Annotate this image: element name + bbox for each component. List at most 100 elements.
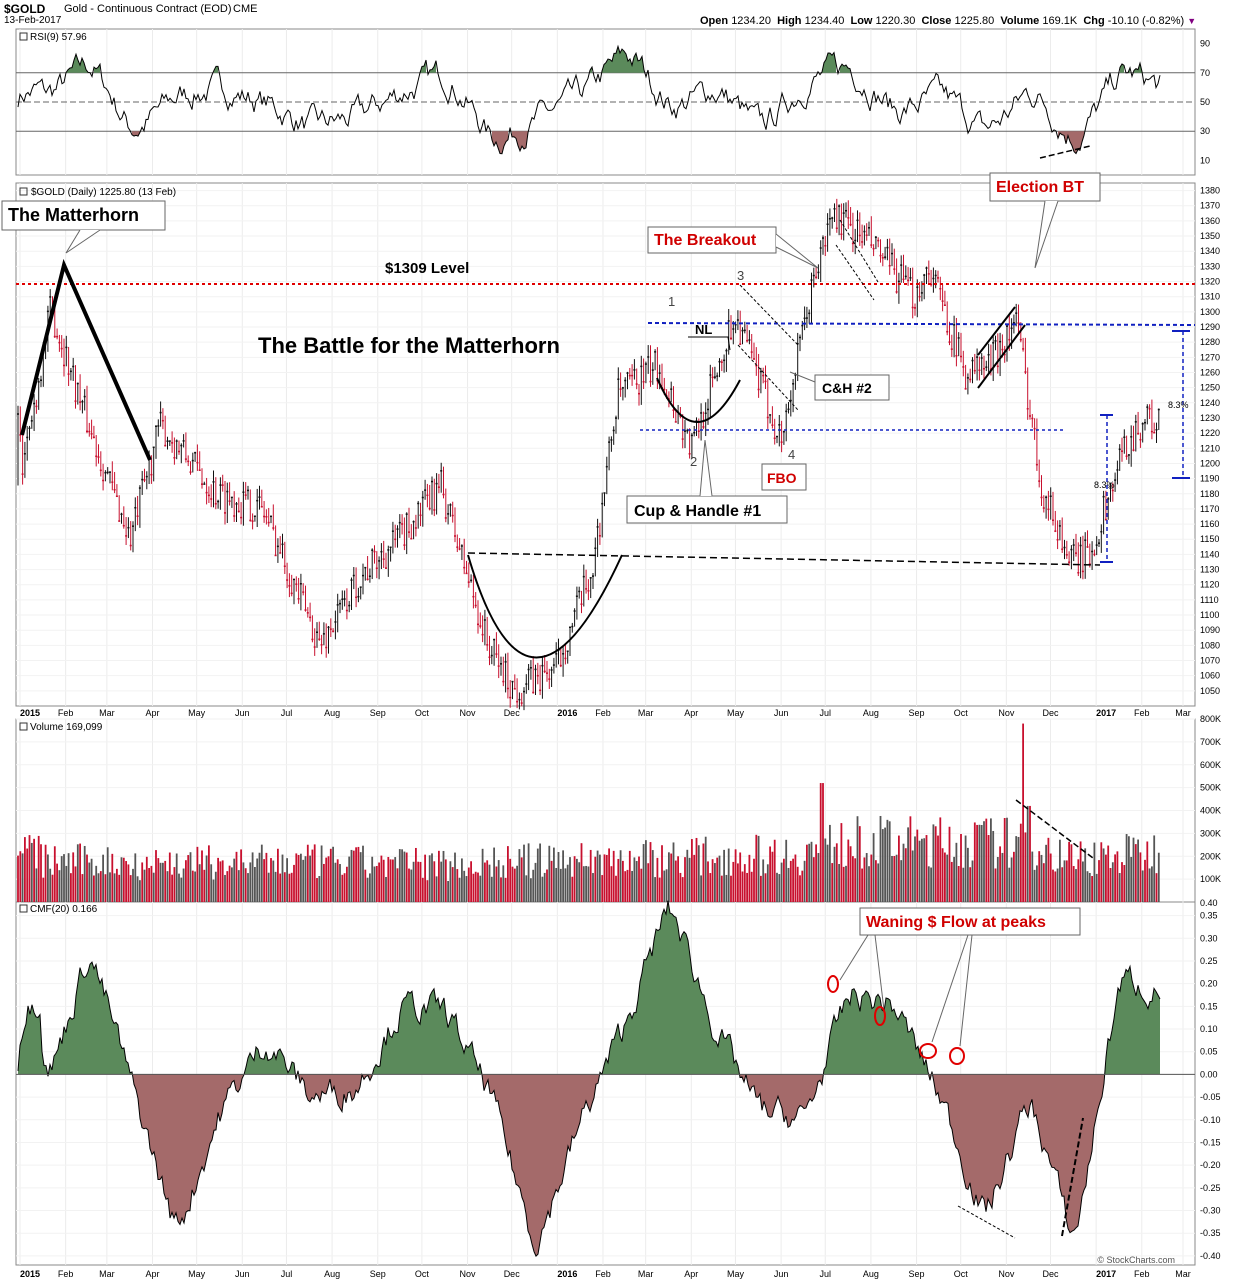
volume-bar: [456, 869, 459, 902]
volume-bar: [387, 856, 390, 902]
rsi-oversold-fill: [1080, 131, 1082, 151]
volume-bar: [557, 852, 560, 902]
cmf-area-segment: [642, 959, 644, 1075]
cmf-area-segment: [430, 991, 432, 1075]
cmf-area-segment: [278, 1049, 280, 1075]
volume-bar: [934, 826, 937, 902]
cmf-area-segment: [554, 1074, 556, 1196]
volume-bar: [670, 853, 673, 902]
volume-bar: [490, 876, 493, 902]
wedge-top: [977, 306, 1016, 356]
rsi-overbought-fill: [1122, 63, 1124, 73]
cmf-area-segment: [84, 976, 86, 1075]
volume-bar: [178, 873, 180, 902]
volume-bar: [911, 850, 914, 902]
volume-bar: [794, 854, 797, 902]
volume-bar: [893, 855, 896, 902]
volume-bar: [194, 871, 196, 902]
rsi-overbought-fill: [70, 67, 72, 73]
volume-bar: [684, 857, 686, 902]
cmf-area-segment: [854, 988, 856, 1075]
cmf-area-segment: [734, 1060, 736, 1075]
volume-bar: [925, 835, 928, 902]
cmf-area-segment: [704, 995, 706, 1075]
volume-bar: [642, 844, 645, 902]
cmf-area-segment: [1130, 966, 1132, 1075]
cmf-area-segment: [210, 1074, 212, 1144]
volume-bar: [21, 853, 24, 902]
cmf-area-segment: [996, 1074, 998, 1185]
volume-bar: [1118, 873, 1121, 902]
volume-bar: [481, 848, 484, 902]
volume-bar: [711, 859, 714, 902]
cmf-area-segment: [1110, 1030, 1112, 1075]
volume-bar: [396, 868, 399, 902]
volume-bar: [748, 854, 751, 902]
volume-bar: [909, 816, 912, 902]
volume-bar: [463, 870, 466, 902]
cmf-area-segment: [1002, 1074, 1004, 1183]
cmf-area-segment: [146, 1074, 148, 1130]
volume-bar: [155, 850, 157, 902]
volume-bar: [960, 833, 962, 902]
volume-bar: [599, 854, 601, 902]
neckline-line: [647, 322, 1196, 326]
volume-bar: [251, 852, 254, 902]
volume-bar: [707, 861, 709, 902]
volume-bar: [352, 850, 355, 902]
cmf-area-segment: [178, 1074, 180, 1225]
battle-title: The Battle for the Matterhorn: [258, 333, 560, 358]
cmf-area-segment: [652, 940, 654, 1075]
volume-bar: [1132, 837, 1135, 902]
price-y-tick: 1100: [1200, 610, 1219, 620]
cmf-area-segment: [306, 1074, 308, 1101]
cmf-area-segment: [596, 1074, 598, 1085]
volume-bar: [826, 844, 829, 902]
volume-bar: [470, 861, 472, 902]
cmf-area-segment: [1044, 1074, 1046, 1152]
volume-bar: [1086, 871, 1089, 902]
cmf-area-segment: [450, 1014, 452, 1075]
cmf-area-segment: [66, 1021, 68, 1075]
volume-y-tick: 200K: [1200, 851, 1221, 861]
cmf-area-segment: [920, 1052, 922, 1075]
cmf-area-segment: [964, 1074, 966, 1189]
cmf-area-segment: [400, 1002, 402, 1075]
x-tick-label: Feb: [58, 708, 74, 718]
cmf-area-segment: [140, 1074, 142, 1128]
rsi-oversold-fill: [502, 131, 504, 154]
cmf-area-segment: [536, 1074, 538, 1257]
volume-bar: [950, 861, 953, 902]
volume-bar: [95, 865, 98, 902]
volume-bar: [136, 876, 139, 902]
cmf-area-segment: [1090, 1074, 1092, 1161]
volume-bar: [256, 858, 259, 902]
volume-bar: [111, 853, 114, 902]
price-y-tick: 1130: [1200, 565, 1219, 575]
cmf-area-segment: [314, 1074, 316, 1100]
volume-bar: [53, 846, 56, 902]
wave-2: 2: [690, 454, 697, 469]
cmf-y-tick: -0.10: [1200, 1115, 1221, 1125]
volume-bar: [226, 871, 229, 902]
x-axis-labels: 2015 2015 Feb Feb Mar Mar Apr Apr May May Jun Jun Ju…: [20, 708, 1191, 1279]
cmf-area-segment: [578, 1074, 580, 1129]
rsi-overbought-fill: [608, 59, 610, 73]
rsi-overbought-fill: [68, 68, 70, 73]
cmf-area-segment: [262, 1058, 264, 1075]
volume-bar: [1056, 868, 1059, 902]
volume-bar: [336, 859, 339, 902]
rsi-y-tick: 70: [1200, 68, 1210, 78]
volume-bar: [817, 853, 820, 902]
cmf-area-segment: [1158, 995, 1160, 1075]
volume-bar: [309, 855, 311, 902]
cmf-area-segment: [512, 1074, 514, 1174]
price-y-tick: 1220: [1200, 428, 1220, 438]
cmf-area-segment: [428, 995, 430, 1075]
volume-bar: [640, 868, 643, 902]
cup1-curve: [656, 377, 741, 423]
cmf-area-segment: [592, 1074, 594, 1105]
volume-bar: [63, 854, 65, 902]
breakout-pointer: [775, 233, 819, 269]
price-y-tick: 1310: [1200, 292, 1220, 302]
